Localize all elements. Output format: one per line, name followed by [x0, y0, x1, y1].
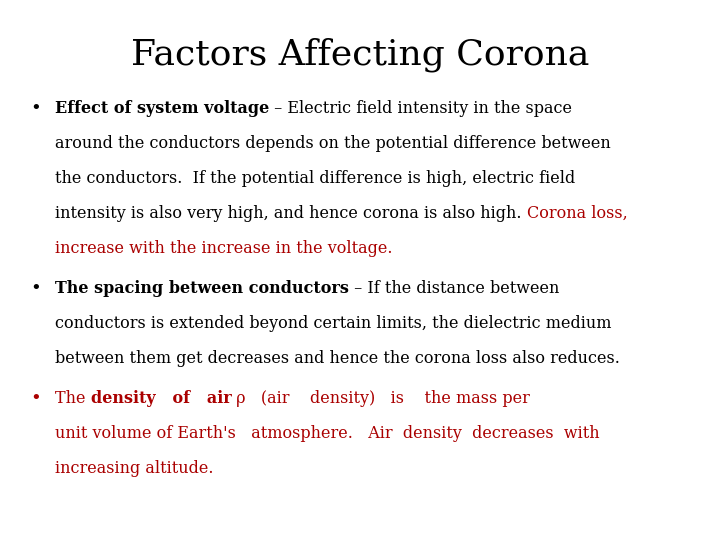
Text: increase with the increase in the voltage.: increase with the increase in the voltag… [55, 240, 392, 257]
Text: ρ   (air    density)   is    the mass per: ρ (air density) is the mass per [231, 390, 530, 407]
Text: – If the distance between: – If the distance between [349, 280, 559, 297]
Text: increasing altitude.: increasing altitude. [55, 460, 214, 477]
Text: The: The [55, 390, 91, 407]
Text: around the conductors depends on the potential difference between: around the conductors depends on the pot… [55, 135, 611, 152]
Text: between them get decreases and hence the corona loss also reduces.: between them get decreases and hence the… [55, 350, 620, 367]
Text: density   of   air: density of air [91, 390, 231, 407]
Text: Corona loss,: Corona loss, [526, 205, 627, 222]
Text: •: • [30, 100, 41, 118]
Text: Effect of system voltage: Effect of system voltage [55, 100, 269, 117]
Text: – Electric field intensity in the space: – Electric field intensity in the space [269, 100, 572, 117]
Text: •: • [30, 390, 41, 408]
Text: the conductors.  If the potential difference is high, electric field: the conductors. If the potential differe… [55, 170, 575, 187]
Text: intensity is also very high, and hence corona is also high.: intensity is also very high, and hence c… [55, 205, 526, 222]
Text: Factors Affecting Corona: Factors Affecting Corona [131, 38, 589, 72]
Text: •: • [30, 280, 41, 298]
Text: unit volume of Earth's   atmosphere.   Air  density  decreases  with: unit volume of Earth's atmosphere. Air d… [55, 425, 600, 442]
Text: conductors is extended beyond certain limits, the dielectric medium: conductors is extended beyond certain li… [55, 315, 611, 332]
Text: The spacing between conductors: The spacing between conductors [55, 280, 349, 297]
